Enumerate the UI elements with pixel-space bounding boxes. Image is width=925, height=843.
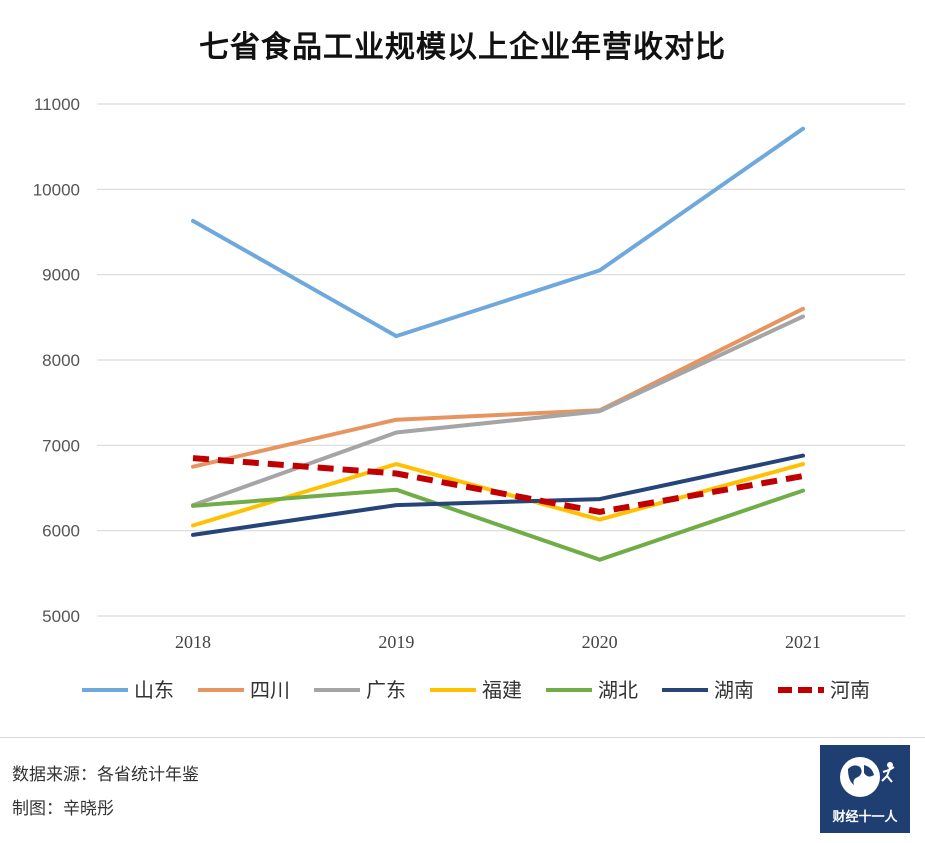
globe-runner-icon: [840, 757, 895, 797]
series-line-山东: [191, 126, 805, 339]
footer-divider: [0, 737, 925, 738]
x-tick-label: 2020: [582, 632, 618, 652]
legend-label: 广东: [366, 678, 406, 702]
legend-label: 湖北: [598, 678, 638, 702]
x-tick-label: 2021: [785, 632, 821, 652]
series-line-河南: [192, 455, 804, 515]
y-tick-label: 11000: [34, 95, 80, 114]
series-line-四川: [191, 306, 805, 469]
y-tick-label: 5000: [42, 607, 80, 626]
legend-label: 湖南: [714, 678, 754, 702]
legend-label: 河南: [830, 678, 870, 702]
chart-title: 七省食品工业规模以上企业年营收对比: [199, 30, 726, 65]
y-tick-label: 7000: [42, 436, 80, 455]
legend-label: 福建: [482, 678, 522, 702]
y-tick-label: 8000: [42, 351, 80, 370]
footer-source: 数据来源：各省统计年鉴: [12, 765, 199, 785]
x-tick-label: 2019: [378, 632, 414, 652]
brand-logo: 财经十一人: [820, 745, 910, 833]
gridlines: [97, 103, 905, 617]
legend: 山东 四川 广东 福建 湖北 湖南 河南: [82, 678, 870, 702]
y-tick-label: 6000: [42, 522, 80, 541]
series-lines: [191, 126, 805, 562]
y-tick-label: 9000: [42, 266, 80, 285]
legend-label: 山东: [134, 678, 174, 702]
x-tick-label: 2018: [175, 632, 211, 652]
logo-text: 财经十一人: [832, 810, 898, 825]
x-axis-ticks: 2018 2019 2020 2021: [175, 632, 821, 652]
y-axis-ticks: 5000 6000 7000 8000 9000 10000 11000: [33, 95, 80, 626]
series-line-湖南: [191, 453, 805, 537]
y-tick-label: 10000: [33, 180, 80, 199]
footer-maker: 制图：辛晓彤: [12, 799, 114, 819]
legend-label: 四川: [250, 678, 290, 702]
series-line-湖北: [191, 487, 805, 562]
